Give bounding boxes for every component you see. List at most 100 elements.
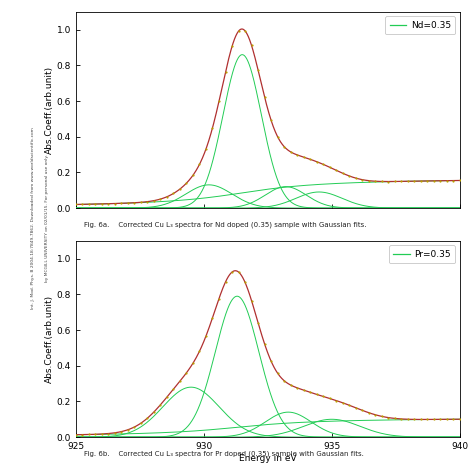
Point — [437, 416, 444, 423]
Point — [163, 193, 171, 201]
Point — [384, 414, 392, 421]
Point — [410, 177, 418, 185]
Point — [202, 145, 210, 153]
Point — [417, 416, 425, 423]
Point — [261, 93, 268, 100]
Point — [261, 340, 268, 347]
Point — [319, 392, 327, 400]
Point — [300, 386, 308, 394]
Legend: Nd=0.35: Nd=0.35 — [385, 17, 455, 35]
Point — [417, 177, 425, 185]
Point — [313, 391, 320, 398]
Point — [456, 415, 464, 423]
Point — [170, 190, 177, 197]
Point — [443, 416, 451, 423]
Point — [85, 201, 92, 208]
Point — [372, 177, 379, 185]
Point — [72, 201, 80, 208]
Point — [423, 416, 431, 423]
Point — [176, 185, 184, 193]
Point — [85, 431, 92, 438]
Point — [131, 199, 138, 207]
Point — [332, 166, 340, 174]
Point — [449, 177, 457, 184]
Point — [189, 172, 197, 179]
Point — [163, 393, 171, 401]
Text: by MCGILL UNIVERSITY on 02/01/15. For personal use only.: by MCGILL UNIVERSITY on 02/01/15. For pe… — [46, 154, 49, 282]
Point — [228, 43, 236, 50]
Point — [118, 200, 125, 207]
Point — [280, 377, 288, 384]
Point — [235, 27, 242, 35]
Point — [202, 332, 210, 340]
Point — [372, 411, 379, 419]
Point — [430, 416, 438, 423]
Point — [156, 195, 164, 203]
Point — [280, 143, 288, 150]
Point — [391, 178, 399, 185]
Point — [352, 174, 359, 182]
Point — [313, 158, 320, 165]
Point — [378, 178, 385, 185]
Point — [124, 426, 132, 434]
Point — [293, 151, 301, 159]
Point — [241, 27, 249, 35]
Y-axis label: Abs.Coeff.(arb.unit): Abs.Coeff.(arb.unit) — [45, 66, 54, 154]
Text: Int. J. Mod. Phys. B 2004.18:7849-7862. Downloaded from www.worldscientific.com: Int. J. Mod. Phys. B 2004.18:7849-7862. … — [31, 127, 35, 309]
Point — [254, 66, 262, 74]
Point — [196, 347, 203, 355]
Point — [346, 172, 353, 180]
Point — [105, 430, 112, 438]
X-axis label: Energy in eV: Energy in eV — [239, 454, 297, 463]
Point — [397, 178, 405, 185]
Point — [150, 408, 158, 416]
Point — [111, 429, 118, 437]
Point — [352, 404, 359, 411]
Point — [209, 314, 216, 321]
Point — [358, 176, 366, 183]
Point — [384, 178, 392, 185]
Point — [111, 200, 118, 207]
Point — [365, 177, 373, 184]
Point — [326, 164, 333, 171]
Legend: Pr=0.35: Pr=0.35 — [389, 246, 455, 264]
Point — [248, 42, 255, 49]
Text: Fig. 6b.    Corrected Cu L₃ spectra for Pr doped (0.35) sample with Gaussian fit: Fig. 6b. Corrected Cu L₃ spectra for Pr … — [83, 451, 364, 457]
Point — [449, 416, 457, 423]
Point — [215, 98, 223, 105]
Point — [339, 399, 346, 407]
Point — [306, 155, 314, 163]
Point — [209, 124, 216, 132]
Point — [196, 161, 203, 168]
Point — [215, 295, 223, 302]
Point — [346, 401, 353, 409]
Point — [98, 200, 106, 208]
Point — [437, 177, 444, 184]
Point — [72, 431, 80, 438]
Point — [456, 177, 464, 184]
Point — [404, 415, 411, 423]
Point — [91, 430, 99, 438]
Point — [254, 319, 262, 327]
Point — [274, 369, 282, 377]
Point — [189, 359, 197, 367]
Point — [137, 199, 145, 206]
Text: Fig. 6a.    Corrected Cu L₃ spectra for Nd doped (0.35) sample with Gaussian fit: Fig. 6a. Corrected Cu L₃ spectra for Nd … — [83, 222, 366, 228]
Point — [150, 197, 158, 204]
Point — [222, 68, 229, 76]
Point — [156, 401, 164, 409]
Y-axis label: Abs.Coeff.(arb.unit): Abs.Coeff.(arb.unit) — [45, 295, 54, 383]
Point — [241, 279, 249, 286]
Point — [391, 415, 399, 422]
Point — [300, 153, 308, 161]
Point — [306, 389, 314, 396]
Point — [182, 179, 190, 187]
Point — [378, 412, 385, 420]
Point — [91, 201, 99, 208]
Point — [131, 423, 138, 431]
Point — [397, 415, 405, 423]
Point — [319, 161, 327, 168]
Point — [170, 385, 177, 393]
Point — [98, 430, 106, 438]
Point — [287, 148, 294, 155]
